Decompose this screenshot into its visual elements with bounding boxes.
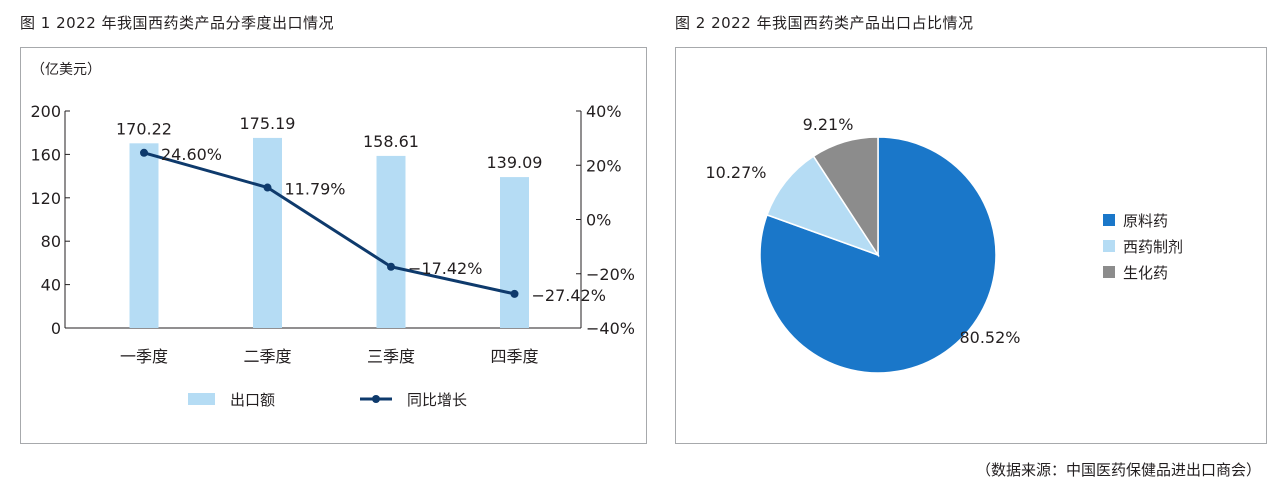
left-y-tick-label: 160: [30, 145, 61, 164]
pie-value-label: 80.52%: [959, 328, 1020, 347]
x-tick-label: 二季度: [243, 347, 291, 366]
bar-line-chart: （亿美元） 0 40 80 120 160 200 −40% −20% 0% 20% 40% 170.2…: [30, 62, 635, 409]
bar-value-label: 158.61: [363, 132, 419, 151]
bar-export-1: [129, 143, 159, 328]
right-y-tick-label: −40%: [586, 319, 635, 338]
figure1-title: 图 1 2022 年我国西药类产品分季度出口情况: [20, 14, 335, 32]
bar-value-label: 170.22: [116, 119, 172, 138]
yoy-value-label: −17.42%: [408, 259, 482, 278]
legend-label: 生化药: [1123, 264, 1168, 282]
left-y-tick-label: 80: [41, 232, 61, 251]
y-axis-unit-label: （亿美元）: [31, 62, 101, 78]
yoy-growth-line: [143, 151, 515, 296]
yoy-value-label: 11.79%: [285, 180, 346, 199]
legend-swatch: [1103, 240, 1115, 252]
right-y-tick-label: 40%: [586, 102, 622, 121]
right-y-tick-label: 20%: [586, 156, 622, 175]
x-tick-label: 一季度: [120, 347, 168, 366]
yoy-point-3: [387, 262, 395, 271]
left-y-tick-label: 120: [30, 189, 61, 208]
x-tick-label: 四季度: [490, 347, 538, 366]
bar-line-chart-panel: （亿美元） 0 40 80 120 160 200 −40% −20% 0% 20% 40% 170.2…: [20, 47, 647, 444]
legend-label-export: 出口额: [230, 391, 275, 409]
right-y-tick-label: 0%: [586, 211, 611, 230]
bar-export-4: [500, 177, 529, 328]
yoy-value-label: −27.42%: [532, 286, 606, 305]
left-y-tick-label: 40: [41, 276, 61, 295]
pie-slice-biochem: [812, 136, 879, 258]
legend-swatch: [1103, 266, 1115, 278]
yoy-point-4: [510, 289, 519, 298]
pie-value-label: 10.27%: [705, 163, 766, 182]
yoy-value-label: 24.60%: [161, 145, 222, 164]
bar-value-label: 139.09: [487, 153, 543, 172]
legend-label: 西药制剂: [1123, 238, 1183, 256]
legend-label-yoy: 同比增长: [407, 391, 467, 409]
pie-slice-formulation: [766, 155, 880, 257]
legend-swatch-export: [188, 393, 215, 405]
legend-marker-yoy: [372, 395, 380, 403]
bar-export-2: [253, 137, 282, 328]
x-tick-label: 三季度: [367, 347, 415, 366]
figure2-title: 图 2 2022 年我国西药类产品出口占比情况: [675, 14, 974, 32]
pie-value-label: 9.21%: [803, 115, 854, 134]
legend-label: 原料药: [1123, 212, 1168, 230]
bar-export-3: [376, 155, 406, 328]
yoy-point-1: [140, 148, 148, 157]
left-y-tick-label: 200: [30, 102, 61, 121]
right-y-tick-label: −20%: [586, 265, 635, 284]
bar-value-label: 175.19: [240, 114, 296, 133]
legend-swatch: [1103, 214, 1115, 226]
pie-chart-panel: 80.52% 10.27% 9.21% 原料药西药制剂生化药: [675, 47, 1267, 444]
left-y-tick-label: 0: [51, 319, 61, 338]
data-source-note: （数据来源：中国医药保健品进出口商会）: [975, 461, 1261, 479]
yoy-point-2: [263, 183, 272, 192]
